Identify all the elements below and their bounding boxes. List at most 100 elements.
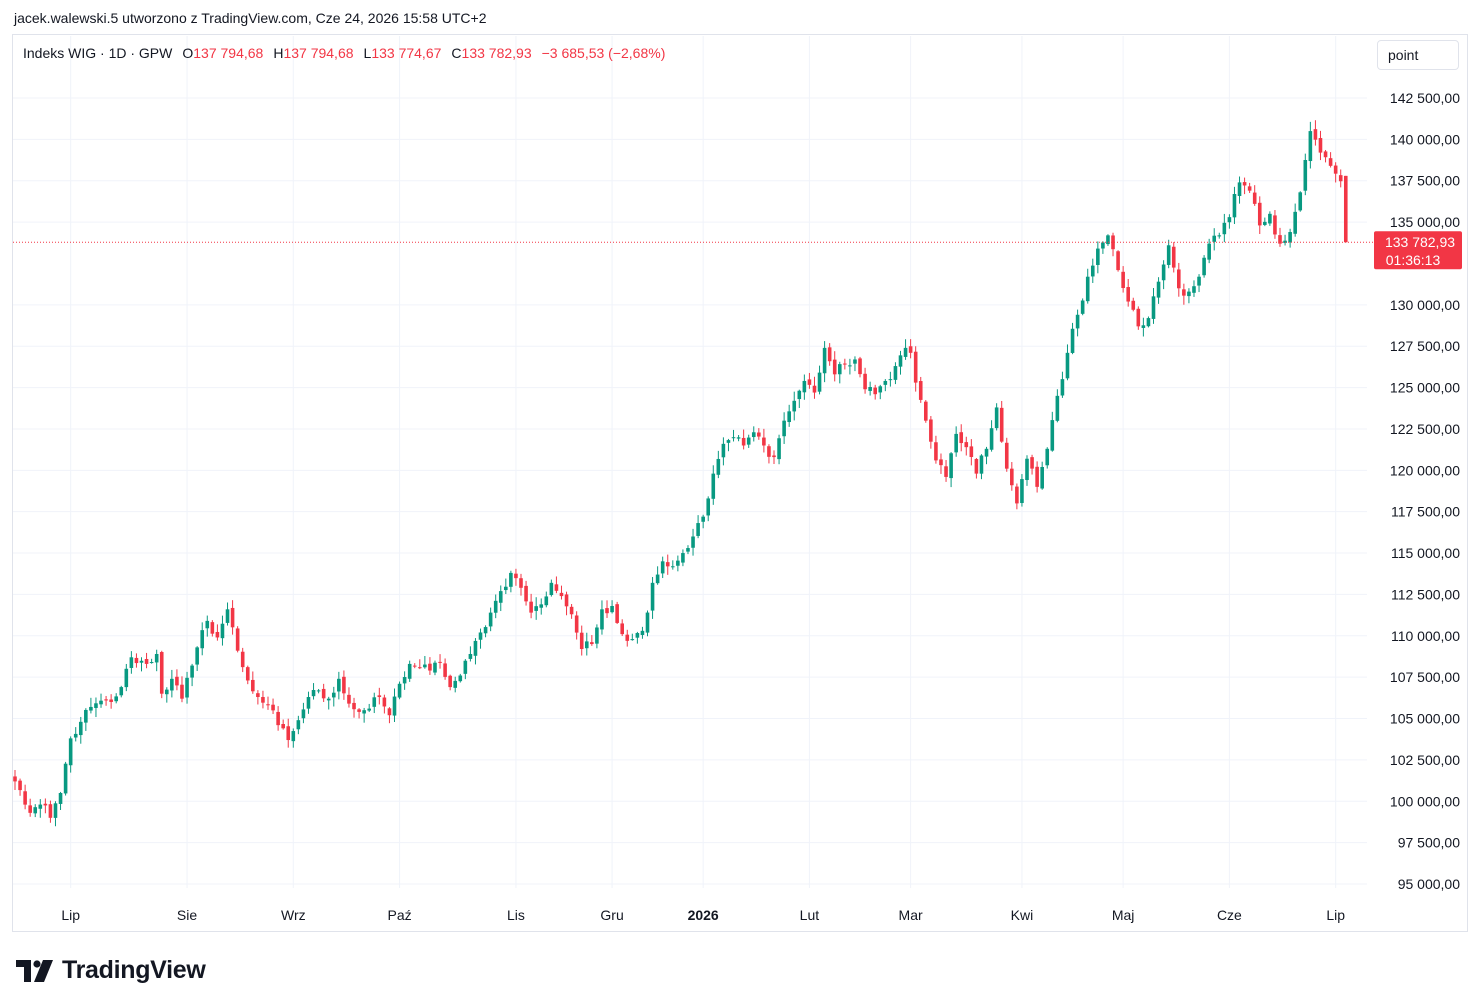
candle-body xyxy=(483,627,488,634)
candle-body xyxy=(827,347,832,362)
candle xyxy=(78,716,83,744)
candle-body xyxy=(1065,352,1070,379)
candle xyxy=(630,633,635,641)
candle xyxy=(337,671,341,700)
candle-body xyxy=(423,664,427,668)
time-tick-label: Lis xyxy=(507,907,525,923)
candle-body xyxy=(802,380,807,393)
candle xyxy=(610,600,614,614)
candle xyxy=(468,646,473,662)
candle xyxy=(873,384,877,400)
candle-body xyxy=(635,633,640,638)
close-value: 133 782,93 xyxy=(461,45,532,61)
candle-body xyxy=(954,433,958,453)
price-unit-button[interactable]: point xyxy=(1377,40,1459,70)
candle xyxy=(1212,228,1217,251)
candle xyxy=(539,598,544,615)
candle-body xyxy=(175,676,179,686)
last-price-tag-countdown: 01:36:13 xyxy=(1386,252,1441,268)
candle-body xyxy=(225,609,230,623)
candle-body xyxy=(625,634,630,641)
candle xyxy=(38,799,43,818)
candle xyxy=(1085,268,1090,304)
candle-body xyxy=(1328,158,1333,166)
candle-body xyxy=(1020,479,1024,504)
candle xyxy=(53,801,58,827)
candle xyxy=(418,659,422,670)
candle xyxy=(863,367,867,394)
candle-body xyxy=(569,606,574,615)
candle-body xyxy=(230,607,235,628)
candle-body xyxy=(1197,276,1201,286)
candle xyxy=(1242,177,1247,195)
candle-body xyxy=(1015,486,1019,504)
candle-body xyxy=(1227,217,1232,223)
candle xyxy=(807,372,812,389)
candle-body xyxy=(898,355,903,367)
candle-body xyxy=(291,731,296,742)
candle xyxy=(524,580,528,606)
candle-body xyxy=(195,647,199,665)
candle-body xyxy=(696,523,700,536)
candle xyxy=(1080,298,1085,316)
candle-body xyxy=(220,623,225,639)
candle xyxy=(1030,454,1034,475)
candle xyxy=(306,691,311,714)
candle xyxy=(1232,186,1237,225)
candle xyxy=(331,686,336,707)
candle-body xyxy=(28,805,32,813)
price-tick-label: 110 000,00 xyxy=(1391,628,1460,644)
candle xyxy=(276,706,280,731)
candle-body xyxy=(519,578,523,588)
candle xyxy=(1197,274,1201,293)
candle-body xyxy=(134,657,139,664)
candle-body xyxy=(392,696,397,716)
candle-body xyxy=(832,359,837,375)
candle-body xyxy=(1050,420,1055,451)
candle xyxy=(792,391,797,421)
candle-body xyxy=(488,612,493,627)
candle-body xyxy=(1202,257,1206,276)
candle-body xyxy=(539,604,544,608)
candle xyxy=(1323,149,1328,163)
candle xyxy=(1146,316,1151,328)
candle xyxy=(853,356,857,372)
candle-body xyxy=(554,584,559,591)
candle-body xyxy=(868,387,872,391)
candle-body xyxy=(1121,271,1125,289)
candle xyxy=(671,560,675,570)
price-tick-label: 135 000,00 xyxy=(1390,214,1460,230)
candle xyxy=(1313,120,1318,146)
candle-body xyxy=(1242,182,1247,186)
candle-body xyxy=(1141,325,1146,328)
candle-body xyxy=(711,473,716,499)
candle xyxy=(448,674,452,691)
candle xyxy=(1237,176,1242,204)
candle xyxy=(423,655,427,669)
candle-body xyxy=(792,400,797,412)
candle xyxy=(149,658,154,664)
candle xyxy=(1090,258,1095,283)
candle xyxy=(1328,152,1333,168)
candle xyxy=(190,663,194,687)
tradingview-logo[interactable]: TradingView xyxy=(16,956,206,985)
candle xyxy=(817,365,822,395)
price-tick-label: 105 000,00 xyxy=(1390,711,1460,727)
candle xyxy=(1141,317,1146,337)
candle-body xyxy=(1278,235,1282,244)
candle-body xyxy=(397,683,402,698)
candle xyxy=(934,435,938,464)
candle-body xyxy=(595,627,599,644)
candle xyxy=(321,683,326,703)
time-tick-label: Mar xyxy=(899,907,923,923)
tradingview-wordmark: TradingView xyxy=(62,956,206,984)
candle-body xyxy=(276,711,280,726)
candle xyxy=(458,673,463,683)
time-axis: Lip Sie Wrz Paź Lis Gru 2026 Lut Mar Kwi Maj Cze Lip xyxy=(61,907,1345,923)
candle xyxy=(245,665,250,685)
candle-body xyxy=(939,459,943,466)
candle-body xyxy=(787,411,791,423)
candle-body xyxy=(671,566,675,568)
candle-body xyxy=(433,662,437,673)
